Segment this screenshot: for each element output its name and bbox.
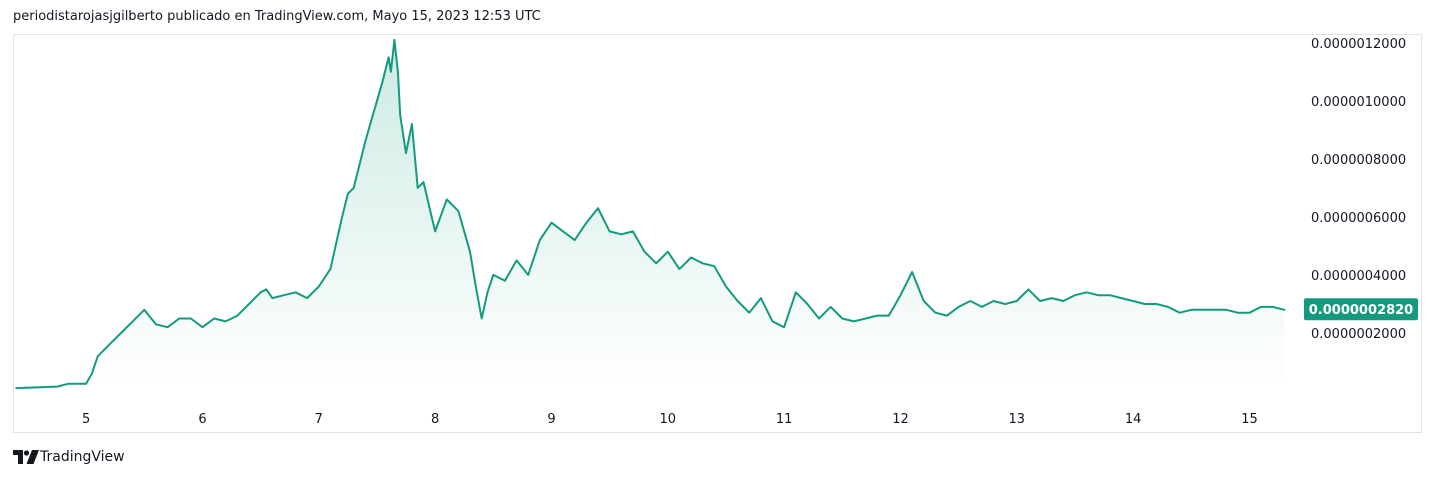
x-tick-label: 13 <box>1009 412 1026 427</box>
price-area-fill <box>16 39 1285 392</box>
last-price-label-text: 0.0000002820 <box>1309 303 1413 318</box>
y-tick-label: 0.0000012000 <box>1311 37 1406 52</box>
x-tick-label: 11 <box>776 412 793 427</box>
x-axis: 5 6 7 8 9 10 11 12 13 14 15 <box>82 412 1258 427</box>
x-tick-label: 12 <box>892 412 909 427</box>
x-tick-label: 6 <box>198 412 206 427</box>
x-tick-label: 14 <box>1125 412 1142 427</box>
y-tick-label: 0.0000006000 <box>1311 211 1406 226</box>
y-tick-label: 0.0000010000 <box>1311 95 1406 110</box>
x-tick-label: 5 <box>82 412 90 427</box>
footer: TradingView <box>13 447 125 467</box>
x-tick-label: 9 <box>547 412 555 427</box>
x-tick-label: 7 <box>315 412 323 427</box>
x-tick-label: 10 <box>660 412 677 427</box>
tradingview-logo-icon[interactable] <box>13 450 39 464</box>
last-price-label: 0.0000002820 <box>1304 298 1418 321</box>
footer-brand-text[interactable]: TradingView <box>40 449 125 465</box>
y-tick-label: 0.0000004000 <box>1311 269 1406 284</box>
last-price-label-background <box>1304 298 1418 321</box>
price-area-chart[interactable]: 0.0000012000 0.0000010000 0.0000008000 0.00… <box>14 35 1421 432</box>
y-tick-label: 0.0000002000 <box>1311 327 1406 342</box>
publication-header: periodistarojasjgilberto publicado en Tr… <box>13 9 541 24</box>
price-line <box>15 38 1286 390</box>
x-tick-label: 8 <box>431 412 439 427</box>
x-tick-label: 15 <box>1241 412 1258 427</box>
y-axis: 0.0000012000 0.0000010000 0.0000008000 0.00… <box>1311 37 1406 342</box>
chart-frame: 0.0000012000 0.0000010000 0.0000008000 0.00… <box>13 34 1422 433</box>
y-tick-label: 0.0000008000 <box>1311 153 1406 168</box>
